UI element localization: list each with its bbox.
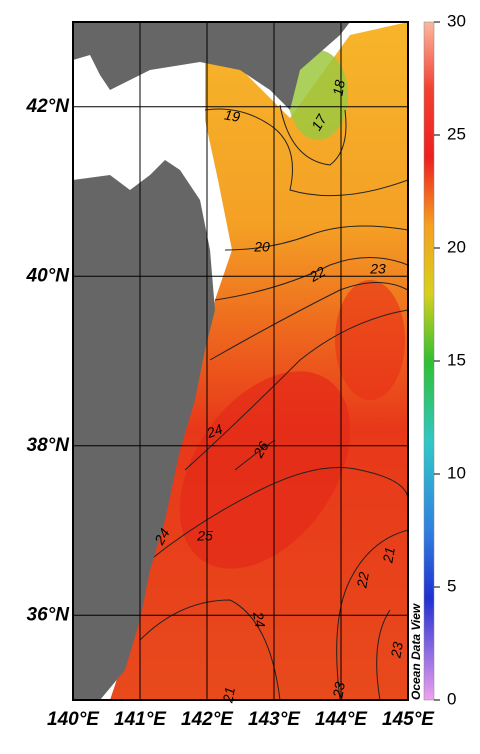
contour-label: 19 — [223, 106, 241, 124]
contour-label: 21 — [379, 546, 398, 565]
contour-label: 24 — [204, 421, 225, 442]
cold-patch — [288, 50, 348, 140]
contour-label: 23 — [369, 261, 386, 277]
contour-label: 23 — [329, 681, 348, 700]
contour-label: 24 — [250, 610, 269, 629]
colorbar-tick-label: 5 — [447, 576, 456, 595]
x-tick-label: 142°E — [181, 709, 234, 730]
contour-label: 23 — [387, 641, 406, 660]
y-tick-label: 40°N — [26, 265, 71, 286]
watermark: Ocean Data View — [409, 603, 423, 700]
colorbar-tick-label: 25 — [447, 124, 466, 143]
map-frame — [72, 21, 409, 701]
warm-patch — [179, 371, 351, 569]
contours — [139, 104, 408, 700]
contour-label: 18 — [329, 79, 347, 97]
colorbar-tick-label: 30 — [447, 11, 466, 30]
contour-label: 26 — [250, 438, 272, 461]
contour-label: 20 — [253, 239, 270, 255]
colorbar-tick-label: 0 — [447, 689, 456, 708]
x-tick-label: 145°E — [382, 709, 435, 730]
colorbar-tick-label: 10 — [447, 463, 466, 482]
contour-label: 22 — [306, 263, 329, 285]
contour-label: 25 — [196, 528, 213, 544]
contour-label: 21 — [219, 686, 238, 705]
x-tick-label: 144°E — [315, 709, 368, 730]
x-tick-label: 141°E — [114, 709, 167, 730]
land — [73, 22, 350, 110]
colorbar-tick-label: 15 — [447, 350, 466, 369]
y-tick-label: 36°N — [27, 604, 71, 625]
y-tick-label: 42°N — [26, 96, 71, 117]
contour-label: 22 — [353, 571, 372, 590]
colorbar-tick-label: 20 — [447, 237, 466, 256]
contour-label: 24 — [151, 525, 173, 548]
x-tick-label: 143°E — [248, 709, 301, 730]
map-area — [73, 22, 408, 700]
land — [73, 160, 215, 700]
y-tick-label: 38°N — [27, 435, 71, 456]
warm-patch — [335, 280, 405, 400]
colorbar — [423, 21, 435, 701]
x-tick-label: 140°E — [47, 709, 100, 730]
